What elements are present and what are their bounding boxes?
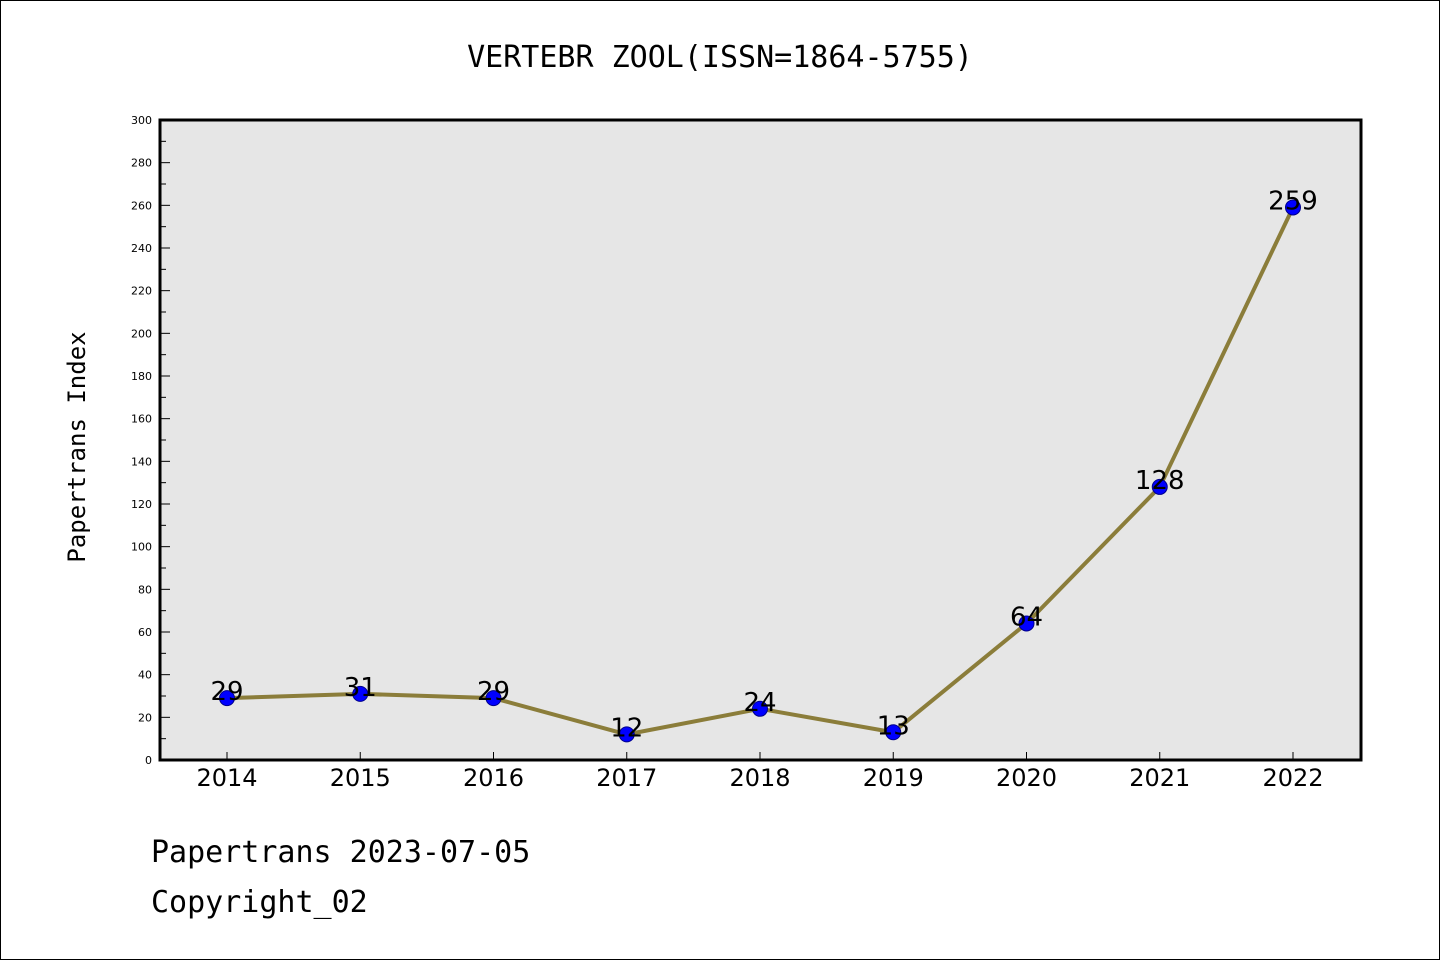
data-label: 13: [877, 711, 910, 741]
data-point-marker: [1018, 615, 1035, 632]
y-tick-label: 140: [131, 455, 152, 468]
y-tick-label: 80: [138, 583, 152, 596]
data-label: 29: [477, 677, 510, 707]
data-label: 12: [610, 713, 643, 743]
y-tick-label: 180: [131, 370, 152, 383]
data-label: 29: [210, 677, 243, 707]
y-tick-label: 0: [145, 754, 152, 767]
data-point-marker: [885, 724, 902, 741]
data-label: 64: [1010, 602, 1043, 632]
x-tick-label: 2016: [463, 764, 524, 792]
y-tick-label: 40: [138, 669, 152, 682]
data-point-marker: [1285, 199, 1301, 216]
x-tick-label: 2019: [863, 764, 924, 792]
x-tick-label: 2020: [996, 764, 1057, 792]
x-tick-label: 2014: [196, 764, 257, 792]
y-tick-label: 220: [131, 285, 152, 298]
x-tick-label: 2018: [729, 764, 790, 792]
data-label: 31: [344, 673, 377, 703]
plot-area: [160, 120, 1361, 760]
x-tick-label: 2021: [1129, 764, 1190, 792]
data-label: 128: [1135, 466, 1185, 496]
data-point-marker: [752, 700, 768, 717]
data-point-marker: [1151, 478, 1168, 495]
y-tick-label: 260: [131, 199, 152, 212]
data-point-marker: [219, 690, 235, 707]
data-label: 24: [743, 688, 776, 718]
y-axis-title: Papertrans Index: [63, 331, 91, 562]
data-labels: 29 31 29 12 24 13 64 128 259: [210, 186, 1317, 743]
y-tick-label: 200: [131, 327, 152, 340]
data-point-marker: [618, 726, 635, 743]
x-tick-label: 2022: [1262, 764, 1323, 792]
y-tick-label: 120: [131, 498, 152, 511]
data-point-marker: [352, 685, 369, 702]
y-tick-label: 300: [131, 114, 152, 127]
y-tick-label: 160: [131, 413, 152, 426]
x-tick-label: 2015: [330, 764, 391, 792]
data-label: 259: [1268, 186, 1318, 216]
y-tick-label: 100: [131, 541, 152, 554]
series-layer: [219, 199, 1301, 743]
plot-frame: [158, 118, 1363, 762]
chart-title: VERTEBR ZOOL(ISSN=1864-5755): [467, 40, 973, 75]
y-tick-label: 20: [138, 711, 152, 724]
x-axis-ticks: 2014 2015 2016 2017 2018 2019 2020 2021 2022: [196, 752, 1324, 792]
y-tick-label: 240: [131, 242, 152, 255]
y-tick-label: 60: [138, 626, 152, 639]
data-point-marker: [485, 690, 502, 707]
footer-date-line: Papertrans 2023-07-05: [151, 835, 531, 870]
x-tick-label: 2017: [596, 764, 657, 792]
footer-copyright-line: Copyright_02: [151, 885, 368, 920]
y-tick-label: 280: [131, 157, 152, 170]
